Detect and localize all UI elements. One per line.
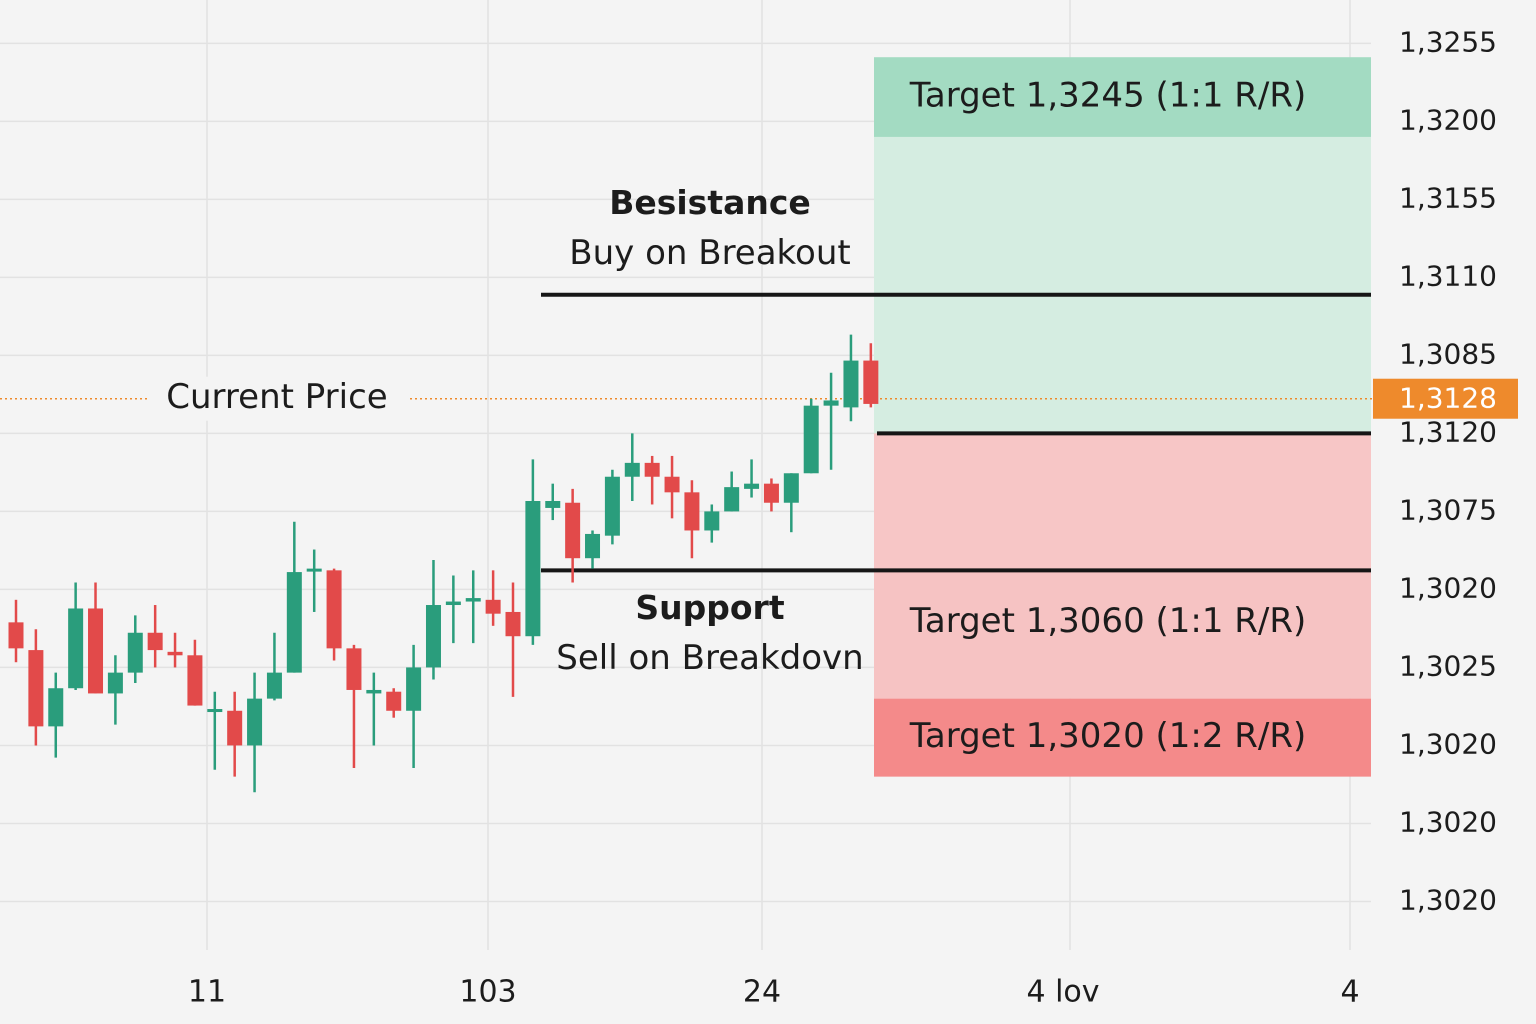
candle-body: [247, 698, 263, 746]
candle-body: [465, 598, 481, 602]
candle-body: [266, 672, 282, 699]
candle-body: [565, 502, 581, 559]
candle-body: [306, 568, 322, 572]
candle-body: [624, 462, 640, 477]
target-zone: [874, 57, 1371, 137]
target-zone: [874, 570, 1371, 699]
candle-body: [207, 709, 223, 713]
candle-body: [127, 632, 143, 673]
target-zone: [874, 136, 1371, 434]
candle-body: [28, 650, 44, 727]
candle-body: [425, 605, 441, 668]
candle-body: [763, 483, 779, 503]
candle-body: [684, 492, 700, 531]
zone-label: Target 1,3060 (1:1 R/R): [909, 601, 1307, 641]
candle-body: [167, 651, 183, 656]
x-tick-label: 4 lov: [1026, 975, 1099, 1010]
x-tick-label: 11: [188, 975, 226, 1010]
candle-body: [48, 688, 64, 727]
candle-body: [386, 691, 402, 711]
candle-body: [326, 570, 342, 649]
candle-body: [505, 611, 521, 637]
candle-body: [68, 608, 84, 689]
candle-body: [843, 360, 859, 408]
current-price-badge: [1373, 378, 1518, 419]
candle-body: [485, 599, 501, 614]
candle-body: [346, 648, 362, 690]
y-tick-label: 1,3075: [1399, 493, 1497, 526]
y-tick-label: 1,3120: [1399, 415, 1497, 448]
current-price-name: Current Price: [166, 377, 387, 417]
target-zone: [874, 433, 1371, 571]
x-tick-label: 4: [1340, 975, 1359, 1010]
candle-body: [227, 710, 243, 746]
candle-body: [406, 667, 422, 711]
target-zone: [874, 698, 1371, 777]
candle-body: [147, 632, 163, 651]
x-tick-label: 103: [459, 975, 516, 1010]
y-tick-label: 1,3085: [1399, 337, 1497, 370]
level-label: Sell on Breakdovn: [556, 638, 863, 678]
y-tick-label: 1,3020: [1399, 727, 1497, 760]
y-tick-label: 1,3025: [1399, 649, 1497, 682]
candle-body: [286, 572, 302, 673]
y-tick-label: 1,3110: [1399, 259, 1497, 292]
candle-body: [863, 360, 879, 404]
y-tick-label: 1,3155: [1399, 181, 1497, 214]
level-label: Buy on Breakout: [569, 233, 850, 273]
candle-body: [604, 476, 620, 536]
candle-body: [8, 622, 24, 649]
candle-body: [783, 473, 799, 503]
level-label: Support: [635, 588, 784, 627]
candle-body: [644, 462, 660, 477]
zone-label: Target 1,3020 (1:2 R/R): [909, 716, 1307, 756]
zone-label: Target 1,3245 (1:1 R/R): [909, 76, 1307, 116]
candle-body: [545, 501, 561, 508]
candle-body: [445, 601, 461, 606]
candle-body: [803, 405, 819, 474]
current-price-label: 1,3128: [1399, 382, 1497, 415]
x-tick-label: 24: [743, 975, 781, 1010]
candle-body: [187, 655, 203, 706]
current-price-label-bg: [150, 376, 408, 421]
y-tick-label: 1,3200: [1399, 103, 1497, 136]
candle-body: [724, 487, 740, 512]
candle-body: [585, 533, 601, 559]
candle-body: [704, 511, 720, 531]
candle-body: [664, 476, 680, 493]
candle-body: [744, 483, 760, 489]
candle-body: [88, 608, 104, 694]
y-tick-label: 1,3020: [1399, 571, 1497, 604]
candle-body: [107, 672, 123, 694]
level-label: Besistance: [609, 183, 811, 222]
y-tick-label: 1,3255: [1399, 25, 1497, 58]
y-tick-label: 1,3020: [1399, 805, 1497, 838]
y-tick-label: 1,3020: [1399, 883, 1497, 916]
candle-body: [525, 501, 541, 637]
candle-body: [823, 400, 839, 406]
candle-body: [366, 689, 382, 694]
